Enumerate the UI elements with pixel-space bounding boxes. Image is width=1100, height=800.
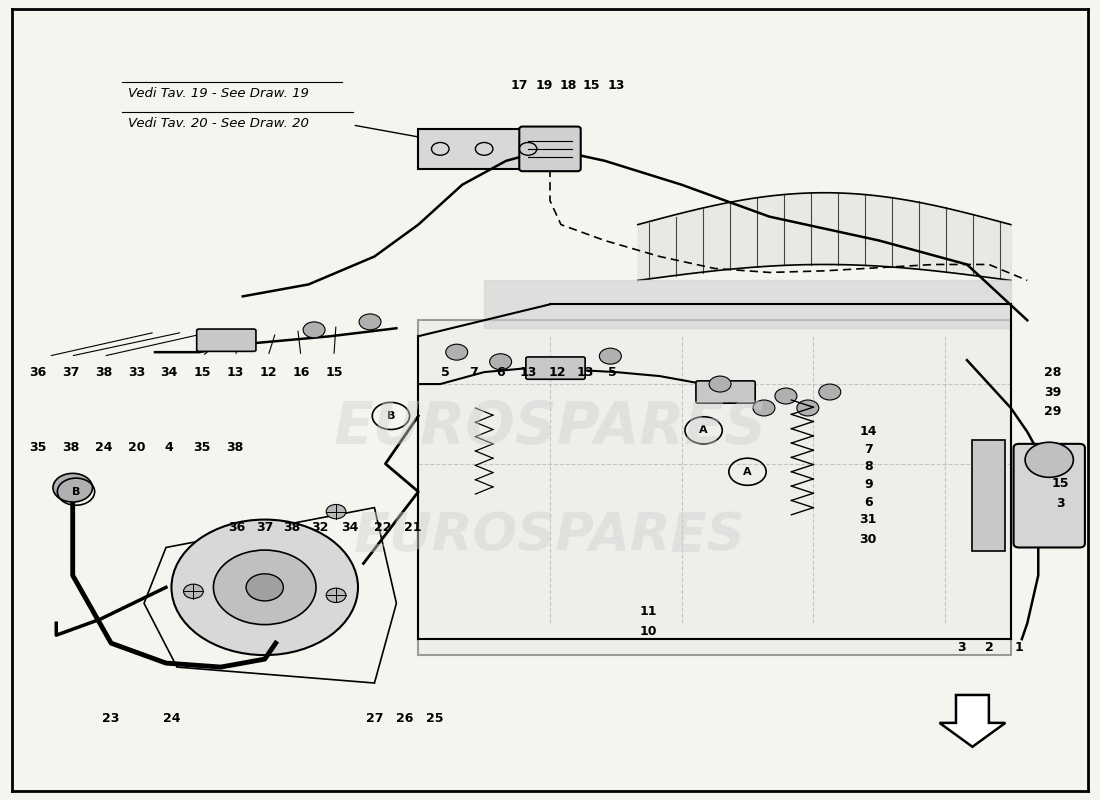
Circle shape — [304, 322, 326, 338]
FancyBboxPatch shape — [1013, 444, 1085, 547]
Text: 9: 9 — [864, 478, 872, 491]
Text: 27: 27 — [365, 712, 383, 726]
Text: 10: 10 — [640, 625, 658, 638]
Text: 38: 38 — [227, 442, 244, 454]
Circle shape — [53, 474, 92, 502]
FancyBboxPatch shape — [526, 357, 585, 379]
Text: 12: 12 — [549, 366, 566, 378]
Circle shape — [774, 388, 796, 404]
Text: 24: 24 — [95, 442, 112, 454]
FancyBboxPatch shape — [696, 381, 756, 403]
Text: 37: 37 — [62, 366, 79, 378]
Text: 15: 15 — [326, 366, 342, 378]
Text: 21: 21 — [404, 521, 421, 534]
Text: 5: 5 — [441, 366, 450, 378]
Text: 13: 13 — [227, 366, 244, 378]
Text: 15: 15 — [1052, 478, 1069, 490]
Text: 12: 12 — [260, 366, 277, 378]
Text: 13: 13 — [607, 78, 625, 91]
Text: 30: 30 — [859, 533, 877, 546]
Circle shape — [327, 505, 345, 518]
Text: 16: 16 — [293, 366, 309, 378]
Circle shape — [246, 574, 284, 601]
Text: 6: 6 — [864, 495, 872, 509]
Circle shape — [818, 384, 840, 400]
Text: B: B — [387, 411, 395, 421]
Text: 13: 13 — [576, 366, 594, 378]
Text: 7: 7 — [469, 366, 477, 378]
Text: A: A — [700, 426, 708, 435]
Text: 33: 33 — [128, 366, 145, 378]
Text: 11: 11 — [640, 605, 658, 618]
Circle shape — [359, 314, 381, 330]
Text: 8: 8 — [864, 461, 872, 474]
Polygon shape — [939, 695, 1005, 746]
Text: 17: 17 — [510, 78, 528, 91]
Text: 5: 5 — [608, 366, 617, 378]
Circle shape — [446, 344, 468, 360]
Text: 22: 22 — [374, 521, 392, 534]
Text: 31: 31 — [859, 513, 877, 526]
Text: 26: 26 — [396, 712, 414, 726]
Circle shape — [213, 550, 316, 625]
Text: 7: 7 — [864, 443, 872, 456]
Text: 36: 36 — [229, 521, 246, 534]
Text: 14: 14 — [859, 426, 877, 438]
Text: Vedi Tav. 19 - See Draw. 19: Vedi Tav. 19 - See Draw. 19 — [128, 86, 308, 99]
Text: 39: 39 — [1044, 386, 1061, 398]
Circle shape — [754, 400, 774, 416]
Circle shape — [796, 400, 818, 416]
Text: 18: 18 — [560, 78, 578, 91]
Text: 3: 3 — [957, 641, 966, 654]
Text: 29: 29 — [1044, 406, 1061, 418]
Text: EUROSPARES: EUROSPARES — [354, 510, 746, 562]
Circle shape — [184, 584, 204, 598]
Polygon shape — [972, 440, 1005, 551]
Circle shape — [172, 519, 358, 655]
Polygon shape — [418, 129, 572, 169]
Text: 28: 28 — [1044, 366, 1061, 378]
Text: 4: 4 — [165, 442, 174, 454]
Text: 37: 37 — [256, 521, 274, 534]
Circle shape — [1025, 442, 1074, 478]
Circle shape — [600, 348, 621, 364]
Text: 15: 15 — [583, 78, 601, 91]
Text: 25: 25 — [426, 712, 443, 726]
Text: 36: 36 — [29, 366, 46, 378]
Circle shape — [490, 354, 512, 370]
FancyBboxPatch shape — [519, 126, 581, 171]
Text: A: A — [744, 466, 751, 477]
Text: 1: 1 — [1014, 641, 1023, 654]
Text: EUROSPARES: EUROSPARES — [333, 399, 767, 457]
Text: 2: 2 — [984, 641, 993, 654]
Text: 20: 20 — [128, 442, 145, 454]
Text: 6: 6 — [496, 366, 505, 378]
Text: 38: 38 — [62, 442, 79, 454]
Text: 34: 34 — [161, 366, 178, 378]
Text: 19: 19 — [536, 78, 553, 91]
Text: 35: 35 — [29, 442, 46, 454]
Text: 23: 23 — [102, 712, 120, 726]
Text: 38: 38 — [95, 366, 112, 378]
Circle shape — [327, 588, 345, 602]
Text: 32: 32 — [311, 521, 328, 534]
Text: 24: 24 — [163, 712, 180, 726]
Polygon shape — [418, 320, 1011, 655]
Text: 35: 35 — [194, 442, 211, 454]
Text: 38: 38 — [284, 521, 300, 534]
Circle shape — [710, 376, 732, 392]
Text: 3: 3 — [1056, 497, 1065, 510]
Text: Vedi Tav. 20 - See Draw. 20: Vedi Tav. 20 - See Draw. 20 — [128, 117, 308, 130]
Text: 13: 13 — [519, 366, 537, 378]
Text: 34: 34 — [342, 521, 359, 534]
Text: 15: 15 — [194, 366, 211, 378]
Text: B: B — [72, 486, 80, 497]
FancyBboxPatch shape — [197, 329, 256, 351]
